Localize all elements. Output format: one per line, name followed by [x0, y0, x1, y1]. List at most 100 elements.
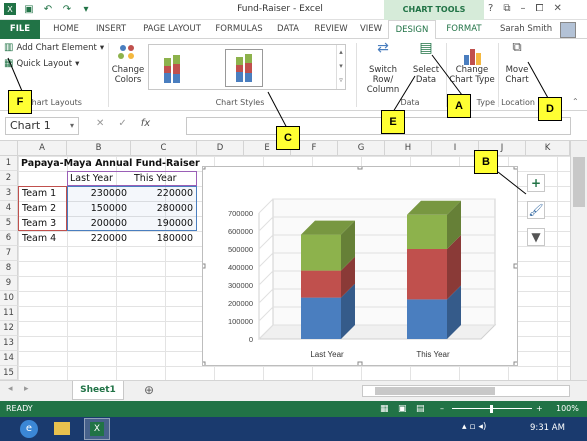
- team-cell[interactable]: Team 3: [22, 218, 57, 229]
- value-cell[interactable]: 150000: [90, 203, 127, 214]
- switch-row-column-button[interactable]: ⇄ Switch Row/ Column: [358, 41, 408, 95]
- row-header[interactable]: 2: [0, 171, 18, 186]
- column-header[interactable]: G: [338, 141, 385, 156]
- tab-home[interactable]: HOME: [53, 24, 79, 34]
- value-cell[interactable]: 190000: [156, 218, 193, 229]
- row-header[interactable]: 15: [0, 366, 18, 380]
- tab-view[interactable]: VIEW: [359, 24, 383, 34]
- insert-function-icon[interactable]: fx: [140, 118, 151, 129]
- clock[interactable]: 9:31 AM: [530, 423, 565, 433]
- column-header[interactable]: A: [18, 141, 67, 156]
- tab-format[interactable]: FORMAT: [446, 24, 482, 34]
- cancel-icon[interactable]: ✕: [96, 118, 105, 129]
- tab-formulas[interactable]: FORMULAS: [215, 24, 263, 34]
- select-data-button[interactable]: ▤ Select Data: [410, 41, 442, 85]
- select-all-corner[interactable]: [0, 141, 18, 156]
- value-cell[interactable]: 220000: [90, 233, 127, 244]
- restore-button[interactable]: ⧠: [535, 3, 544, 14]
- name-box[interactable]: Chart 1: [5, 117, 79, 135]
- team-cell[interactable]: Team 1: [22, 188, 57, 199]
- row-header[interactable]: 12: [0, 321, 18, 336]
- formula-input[interactable]: [186, 117, 571, 135]
- file-explorer-icon[interactable]: [54, 422, 70, 435]
- close-button[interactable]: ✕: [553, 3, 562, 14]
- scroll-thumb[interactable]: [375, 387, 495, 395]
- next-sheet-icon[interactable]: ▸: [24, 384, 29, 394]
- new-sheet-button[interactable]: ⊕: [144, 383, 155, 397]
- redo-icon[interactable]: ↷: [62, 3, 72, 15]
- tab-insert[interactable]: INSERT: [95, 24, 127, 34]
- avatar[interactable]: [560, 22, 576, 38]
- value-cell[interactable]: 230000: [90, 188, 127, 199]
- column-header[interactable]: E: [244, 141, 291, 156]
- row-header[interactable]: 9: [0, 276, 18, 291]
- sheet-title-cell[interactable]: Papaya-Maya Annual Fund-Raiser: [21, 158, 200, 169]
- chart-elements-button[interactable]: +: [527, 174, 545, 192]
- quick-layout-button[interactable]: ▦ Quick Layout ▾: [4, 58, 80, 70]
- column-header[interactable]: F: [291, 141, 338, 156]
- change-chart-type-button[interactable]: Change Chart Type: [448, 43, 496, 85]
- column-header[interactable]: H: [385, 141, 432, 156]
- tab-design[interactable]: DESIGN: [388, 20, 436, 39]
- column-header[interactable]: I: [432, 141, 479, 156]
- user-name[interactable]: Sarah Smith: [500, 24, 553, 34]
- value-cell[interactable]: 180000: [156, 233, 193, 244]
- save-icon[interactable]: ▣: [24, 3, 34, 15]
- chart-object[interactable]: 0 100000 200000 300000 400000 500000 600000 700…: [200, 164, 519, 367]
- chart-styles-gallery[interactable]: ▴ ▾ ▿: [148, 44, 346, 90]
- tab-data[interactable]: DATA: [277, 24, 299, 34]
- vertical-scrollbar[interactable]: [570, 141, 587, 380]
- row-header[interactable]: 14: [0, 351, 18, 366]
- undo-icon[interactable]: ↶: [43, 3, 53, 15]
- chart-style-1[interactable]: [153, 49, 191, 87]
- ribbon-display-button[interactable]: ⧉: [503, 3, 511, 14]
- move-chart-button[interactable]: ⧉ Move Chart: [500, 41, 534, 85]
- sheet-tab-sheet1[interactable]: Sheet1: [72, 381, 124, 400]
- minimize-button[interactable]: –: [520, 3, 526, 14]
- chart-styles-button[interactable]: 🖌: [527, 201, 545, 219]
- normal-view-icon[interactable]: ▦: [380, 404, 389, 414]
- chart-filters-button[interactable]: ▼: [527, 228, 545, 246]
- column-header[interactable]: J: [479, 141, 526, 156]
- collapse-ribbon-icon[interactable]: ⌃: [572, 97, 579, 106]
- tab-review[interactable]: REVIEW: [314, 24, 348, 34]
- row-header[interactable]: 5: [0, 216, 18, 231]
- customize-qat-icon[interactable]: ▾: [83, 3, 89, 15]
- column-header[interactable]: D: [197, 141, 244, 156]
- excel-taskbar-button[interactable]: X: [84, 418, 110, 440]
- name-box-dropdown-icon[interactable]: ▾: [70, 121, 75, 130]
- tab-page-layout[interactable]: PAGE LAYOUT: [143, 24, 201, 34]
- zoom-level[interactable]: 100%: [556, 404, 579, 413]
- row-header[interactable]: 8: [0, 261, 18, 276]
- gallery-scroll[interactable]: ▴ ▾ ▿: [336, 45, 345, 89]
- value-cell[interactable]: 220000: [156, 188, 193, 199]
- zoom-out-icon[interactable]: –: [440, 404, 444, 413]
- team-cell[interactable]: Team 4: [22, 233, 57, 244]
- help-button[interactable]: ?: [488, 3, 494, 14]
- row-header[interactable]: 7: [0, 246, 18, 261]
- page-layout-view-icon[interactable]: ▣: [398, 404, 407, 414]
- prev-sheet-icon[interactable]: ◂: [8, 384, 13, 394]
- zoom-in-icon[interactable]: +: [536, 404, 543, 413]
- add-chart-element-button[interactable]: ▥ Add Chart Element ▾: [4, 42, 105, 54]
- column-header[interactable]: C: [131, 141, 197, 156]
- row-header[interactable]: 6: [0, 231, 18, 246]
- zoom-slider-thumb[interactable]: [490, 405, 493, 413]
- value-cell[interactable]: 200000: [90, 218, 127, 229]
- row-header[interactable]: 11: [0, 306, 18, 321]
- tab-file[interactable]: FILE: [0, 20, 40, 39]
- row-header[interactable]: 13: [0, 336, 18, 351]
- team-cell[interactable]: Team 2: [22, 203, 57, 214]
- horizontal-scrollbar[interactable]: [362, 385, 570, 397]
- row-header[interactable]: 10: [0, 291, 18, 306]
- row-header[interactable]: 4: [0, 201, 18, 216]
- tray-icons[interactable]: ▴ ▫ ◂): [462, 422, 487, 432]
- enter-icon[interactable]: ✓: [118, 118, 127, 129]
- value-cell[interactable]: 280000: [156, 203, 193, 214]
- header-cell-last-year[interactable]: Last Year: [70, 173, 113, 184]
- row-header[interactable]: 1: [0, 156, 18, 171]
- change-colors-button[interactable]: Change Colors: [110, 43, 146, 85]
- page-break-view-icon[interactable]: ▤: [416, 404, 425, 414]
- column-header[interactable]: K: [526, 141, 570, 156]
- header-cell-this-year[interactable]: This Year: [134, 173, 177, 184]
